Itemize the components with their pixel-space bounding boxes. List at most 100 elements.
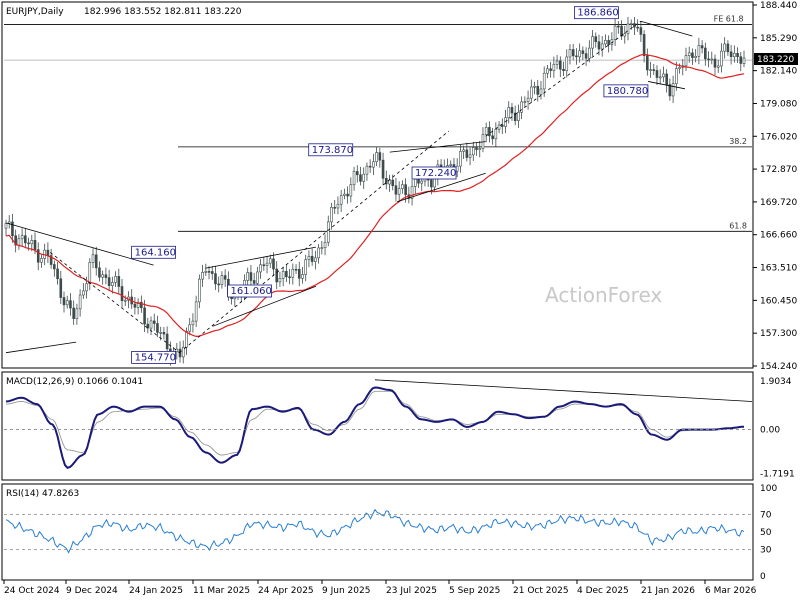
candle-body (256, 271, 259, 284)
candle-body (217, 283, 220, 286)
candle-body (533, 85, 536, 88)
candle-body (91, 254, 95, 263)
price-panel (1, 1, 754, 369)
candle-body (546, 68, 549, 74)
candle-body (133, 303, 137, 308)
candle-body (140, 301, 143, 309)
moving-average-line (5, 53, 745, 338)
rsi-tick-label: 30 (760, 546, 772, 556)
candle-body (11, 221, 14, 237)
candle-body (27, 242, 30, 245)
candle-body (246, 272, 250, 281)
candle-body (530, 86, 533, 99)
candle-body (517, 112, 520, 121)
macd-tick-label: 0.00 (760, 426, 780, 436)
rsi-tick-label: 50 (760, 528, 772, 538)
candle-body (488, 127, 491, 137)
swing-label: 180.780 (607, 86, 648, 97)
candle-body (733, 52, 736, 58)
candle-body (413, 178, 417, 187)
candle-body (626, 23, 630, 35)
candle-body (607, 39, 610, 45)
candle-body (455, 165, 459, 172)
candle-body (210, 271, 214, 274)
trendline (5, 341, 77, 354)
candle-body (20, 235, 24, 240)
candle-body (649, 69, 652, 71)
fib-level-label: FE 61.8 (714, 14, 744, 23)
candle-body (101, 274, 104, 278)
rsi-lines-group (5, 508, 745, 554)
candle-body (59, 278, 63, 298)
candle-body (82, 290, 85, 296)
candle-body (552, 64, 556, 71)
candle-body (275, 268, 279, 283)
candle-body (333, 207, 337, 209)
candle-body (675, 68, 678, 84)
watermark: ActionForex (545, 283, 662, 307)
candle-body (98, 267, 101, 278)
swing-label: 173.870 (312, 145, 353, 156)
rsi-tick-label: 0 (760, 572, 766, 582)
candle-body (152, 320, 156, 324)
candle-body (384, 178, 388, 185)
candle-body (507, 107, 511, 119)
rsi-panel (1, 483, 754, 581)
price-tick-label: 154.240 (760, 362, 797, 372)
candle-body (617, 25, 620, 28)
trendline (647, 81, 686, 90)
rsi-line (5, 508, 745, 554)
candle-body (665, 73, 668, 85)
x-tick-label: 9 Jun 2025 (322, 586, 370, 596)
candle-body (471, 147, 475, 156)
macd-title: MACD(12,26,9) 0.1066 0.1041 (6, 377, 143, 387)
candle-body (397, 188, 401, 195)
swing-label: 154.770 (135, 352, 176, 363)
candle-body (629, 23, 633, 25)
ohlc-readout: 182.996 183.552 182.811 183.220 (84, 7, 242, 17)
candle-body (468, 154, 472, 158)
candle-body (620, 25, 623, 37)
candle-body (317, 247, 320, 259)
candle-body (642, 34, 646, 57)
price-tick-label: 188.440 (760, 1, 797, 11)
candle-body (343, 193, 346, 196)
candle-body (24, 235, 27, 244)
price-levels-group: FE 61.8 38.2 61.8 (4, 14, 752, 232)
candle-body (449, 164, 453, 166)
x-tick-label: 5 Sep 2025 (449, 586, 500, 596)
candle-body (49, 255, 53, 265)
price-tick-label: 182.140 (760, 67, 797, 77)
candle-body (214, 273, 217, 285)
candle-body (671, 83, 675, 97)
candle-body (571, 49, 575, 57)
price-tick-label: 179.080 (760, 99, 797, 109)
candle-body (581, 50, 585, 54)
candle-body (549, 68, 552, 71)
candle-body (165, 333, 169, 350)
candle-body (562, 68, 565, 72)
x-tick-label: 11 Mar 2025 (193, 586, 250, 596)
candle-body (697, 45, 701, 57)
swing-label-box (131, 245, 177, 259)
candle-body (56, 268, 59, 280)
candle-body (639, 27, 643, 35)
candle-body (294, 268, 298, 271)
rsi-tick-label: 70 (760, 510, 772, 520)
candle-body (339, 195, 343, 205)
candle-body (597, 41, 601, 50)
candle-body (288, 276, 291, 279)
candle-body (72, 307, 75, 319)
candle-body (478, 148, 482, 150)
candle-body (623, 33, 627, 37)
swing-label-box (574, 6, 619, 20)
x-tick-label: 21 Oct 2025 (513, 586, 569, 596)
candle-body (14, 235, 17, 246)
candle-body (462, 149, 465, 152)
candle-body (494, 128, 498, 140)
x-tick-label: 24 Oct 2024 (4, 586, 60, 596)
candle-body (62, 297, 66, 306)
candle-body (504, 117, 507, 127)
trendline (397, 172, 486, 203)
candle-body (678, 67, 681, 69)
